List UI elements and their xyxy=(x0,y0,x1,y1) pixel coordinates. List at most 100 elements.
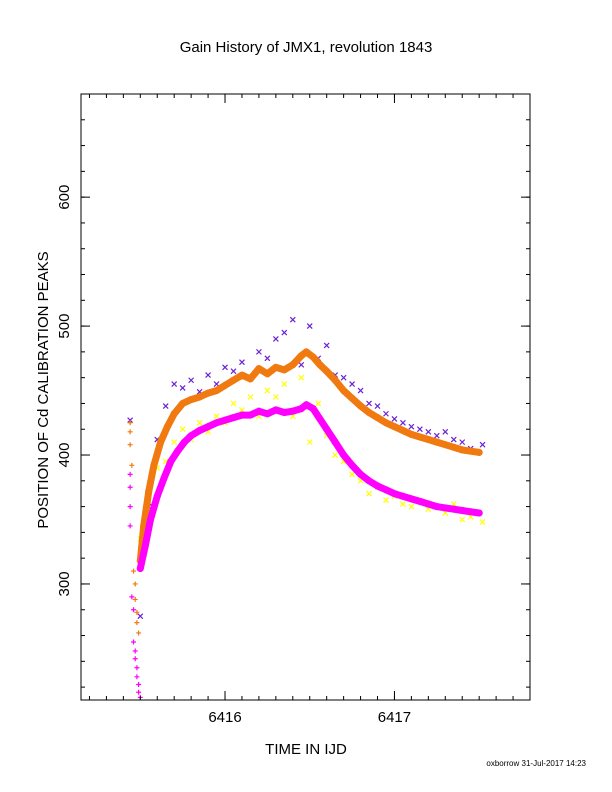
data-point xyxy=(132,648,138,654)
data-point xyxy=(196,419,203,426)
data-point xyxy=(442,428,449,435)
y-tick-label: 300 xyxy=(56,571,73,596)
data-point xyxy=(255,348,262,355)
data-point xyxy=(374,403,381,409)
series-curve xyxy=(136,348,483,565)
data-point xyxy=(263,410,271,418)
data-point xyxy=(309,405,317,413)
data-point xyxy=(204,389,212,397)
data-point xyxy=(323,342,330,349)
data-point xyxy=(246,375,254,383)
data-point xyxy=(391,415,398,422)
data-point xyxy=(390,490,398,498)
chart-title: Gain History of JMX1, revolution 1843 xyxy=(180,39,433,56)
data-point xyxy=(136,682,142,688)
data-point xyxy=(141,541,149,549)
data-point xyxy=(383,497,389,504)
data-point xyxy=(127,484,133,490)
data-point xyxy=(179,385,186,391)
data-point xyxy=(131,568,137,574)
data-point xyxy=(297,352,305,360)
data-point xyxy=(289,316,296,323)
data-point xyxy=(239,359,245,366)
y-axis-label: POSITION OF Cd CALIBRATION PEAKS xyxy=(35,251,52,528)
data-point xyxy=(134,620,140,626)
x-axis-label: TIME IN IJD xyxy=(265,741,347,758)
data-point xyxy=(179,426,186,433)
data-point xyxy=(188,377,195,384)
data-point xyxy=(399,427,407,435)
data-point xyxy=(174,447,182,455)
y-tick-label: 500 xyxy=(56,314,73,339)
data-point xyxy=(357,470,365,478)
data-point xyxy=(400,501,406,507)
y-tick-label: 400 xyxy=(56,443,73,468)
data-point xyxy=(281,381,288,388)
data-point xyxy=(127,429,133,435)
data-point xyxy=(272,336,279,342)
data-point xyxy=(349,381,356,388)
data-point xyxy=(289,407,297,415)
data-point xyxy=(315,400,322,407)
data-point xyxy=(424,500,432,508)
data-point xyxy=(137,613,144,620)
data-point xyxy=(255,365,263,373)
plot-frame xyxy=(80,93,531,701)
data-point xyxy=(383,410,389,417)
data-point xyxy=(467,447,475,455)
data-point xyxy=(255,407,263,415)
data-point xyxy=(131,607,137,613)
data-point xyxy=(407,430,415,438)
series-layer xyxy=(127,316,486,700)
data-point xyxy=(323,425,331,433)
data-point xyxy=(136,630,142,636)
data-point xyxy=(424,436,432,444)
data-point xyxy=(153,492,161,500)
data-point xyxy=(309,353,317,361)
data-point xyxy=(171,381,178,388)
data-point xyxy=(146,515,154,523)
data-point xyxy=(416,433,424,441)
data-point xyxy=(272,394,279,400)
data-point xyxy=(187,396,195,404)
data-point xyxy=(298,374,305,381)
data-point xyxy=(131,639,137,645)
data-point xyxy=(163,423,171,431)
data-point xyxy=(222,364,228,371)
data-point xyxy=(479,519,486,525)
series-3 xyxy=(136,401,483,572)
data-point xyxy=(348,461,356,469)
data-point xyxy=(229,376,237,384)
data-point xyxy=(150,461,158,469)
data-point xyxy=(302,348,310,356)
data-point xyxy=(132,656,138,662)
data-point xyxy=(425,428,432,435)
series-4 xyxy=(127,420,142,636)
data-point xyxy=(458,446,466,454)
data-point xyxy=(230,400,237,407)
data-point xyxy=(441,441,449,449)
data-point xyxy=(187,432,195,440)
data-point xyxy=(272,406,280,414)
data-point xyxy=(459,516,466,523)
data-point xyxy=(433,503,441,511)
data-point xyxy=(349,471,356,478)
data-point xyxy=(280,408,288,416)
data-point xyxy=(205,372,211,379)
data-point xyxy=(179,399,187,407)
data-point xyxy=(230,368,237,375)
data-point xyxy=(289,361,297,369)
data-point xyxy=(127,420,133,426)
data-point xyxy=(145,487,153,495)
data-point xyxy=(390,423,398,431)
data-point xyxy=(127,417,134,424)
data-point xyxy=(160,474,168,482)
data-point xyxy=(238,371,246,379)
data-point xyxy=(272,363,280,371)
data-point xyxy=(366,400,372,407)
data-point xyxy=(134,609,140,615)
data-point xyxy=(340,387,348,395)
data-point xyxy=(459,439,466,446)
data-point xyxy=(467,508,475,516)
data-point xyxy=(374,482,382,490)
